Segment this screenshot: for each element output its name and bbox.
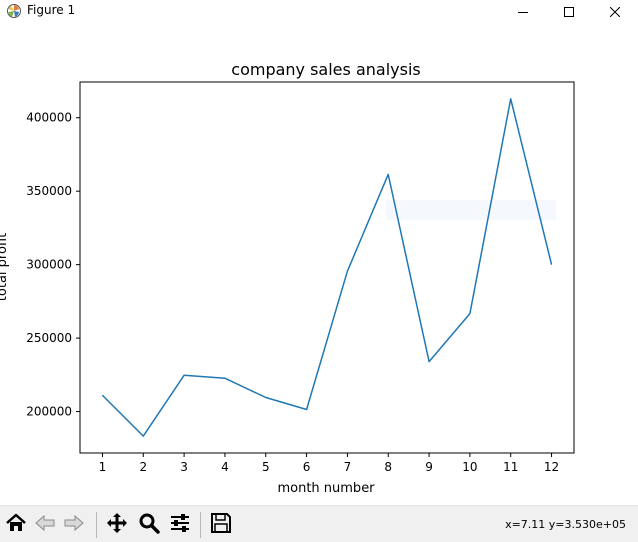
data-point: [387, 173, 389, 175]
x-tick-label: 12: [544, 460, 559, 474]
back-icon: [34, 513, 56, 537]
y-tick-label: 300000: [26, 258, 72, 272]
y-tick-label: 350000: [26, 184, 72, 198]
data-point: [142, 435, 144, 437]
data-point: [306, 409, 308, 411]
pan-button[interactable]: [103, 512, 131, 538]
back-button[interactable]: [31, 512, 59, 538]
toolbar-separator: [96, 512, 97, 538]
close-icon: [609, 2, 621, 21]
home-button[interactable]: [2, 512, 30, 538]
tooltip-ghost: [386, 200, 556, 220]
home-icon: [5, 513, 27, 537]
zoom-icon: [138, 512, 160, 538]
minimize-icon: [518, 2, 528, 21]
x-tick-label: 6: [303, 460, 311, 474]
save-button[interactable]: [207, 512, 235, 538]
x-tick-label: 8: [384, 460, 392, 474]
data-point: [265, 396, 267, 398]
y-tick-label: 200000: [26, 405, 72, 419]
x-tick-label: 7: [344, 460, 352, 474]
title-bar: Figure 1: [0, 0, 638, 22]
y-tick-label: 400000: [26, 111, 72, 125]
plot-frame: [79, 81, 575, 454]
x-tick-label: 1: [99, 460, 107, 474]
data-point: [346, 270, 348, 272]
forward-icon: [63, 513, 85, 537]
data-point: [224, 377, 226, 379]
chart-title: company sales analysis: [231, 60, 420, 79]
data-point: [428, 361, 430, 363]
y-axis-ticks: 200000 250000 300000 350000 400000: [26, 111, 80, 419]
matplotlib-logo-icon: [6, 3, 22, 19]
x-tick-label: 10: [462, 460, 477, 474]
cursor-coordinates: x=7.11 y=3.530e+05: [505, 518, 626, 531]
data-point: [510, 98, 512, 100]
data-point: [551, 263, 553, 265]
data-point: [469, 313, 471, 315]
navigation-toolbar: x=7.11 y=3.530e+05: [0, 505, 638, 542]
save-icon: [210, 512, 232, 538]
data-points: [101, 98, 553, 437]
forward-button[interactable]: [60, 512, 88, 538]
data-point: [183, 374, 185, 376]
minimize-button[interactable]: [500, 0, 546, 22]
close-button[interactable]: [592, 0, 638, 22]
x-tick-label: 9: [425, 460, 433, 474]
y-axis-label: total profit: [0, 233, 10, 301]
x-axis-label: month number: [277, 481, 375, 496]
figure-canvas[interactable]: company sales analysis 1 2 3 4 5 6 7 8 9 10 11 12 2…: [0, 22, 638, 505]
x-axis-ticks: 1 2 3 4 5 6 7 8 9 10 11 12: [99, 453, 559, 474]
zoom-button[interactable]: [135, 512, 163, 538]
data-point: [101, 394, 103, 396]
x-tick-label: 5: [262, 460, 270, 474]
y-tick-label: 250000: [26, 331, 72, 345]
series-line: [101, 98, 553, 437]
x-tick-label: 3: [180, 460, 188, 474]
maximize-icon: [564, 2, 574, 21]
configure-subplots-icon: [169, 512, 191, 538]
configure-subplots-button[interactable]: [166, 512, 194, 538]
x-tick-label: 2: [139, 460, 147, 474]
toolbar-separator: [200, 512, 201, 538]
maximize-button[interactable]: [546, 0, 592, 22]
window-title: Figure 1: [27, 3, 76, 17]
line-chart: company sales analysis 1 2 3 4 5 6 7 8 9 10 11 12 2…: [0, 60, 575, 496]
x-tick-label: 4: [221, 460, 229, 474]
pan-icon: [106, 512, 128, 538]
x-tick-label: 11: [503, 460, 518, 474]
